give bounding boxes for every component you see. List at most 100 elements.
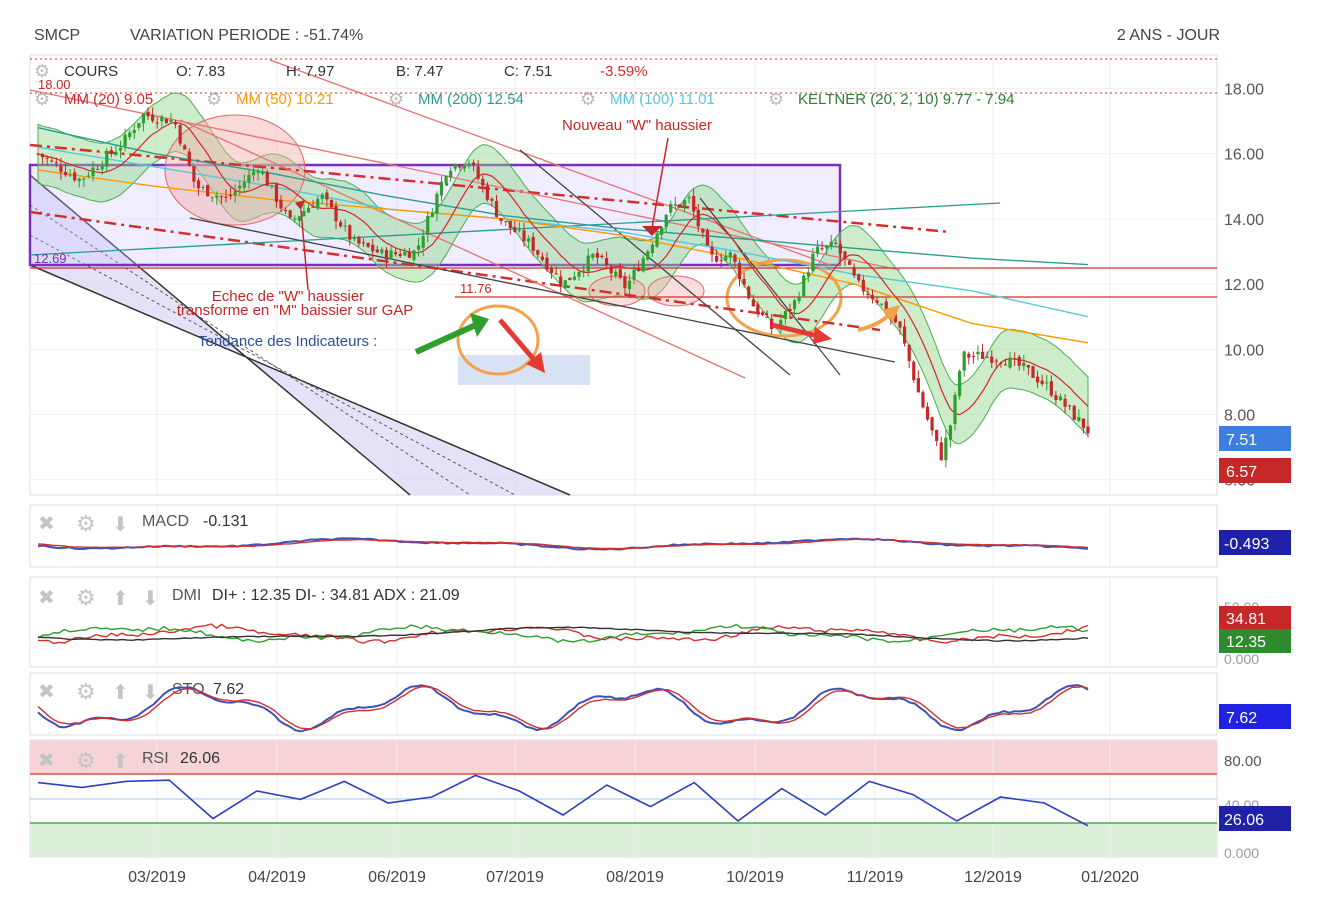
macd-value: -0.131 [203,513,248,530]
x-tick-label: 12/2019 [964,869,1022,886]
candle-body [366,242,370,247]
gear-icon[interactable]: ⚙ [76,511,96,536]
candle-body [719,259,723,261]
legend-change: -3.59% [600,63,648,80]
candle-body [91,167,95,177]
candle-body [682,199,687,206]
arrow-down-icon[interactable]: ⬇ [142,682,159,704]
gear-icon[interactable]: ⚙ [34,61,50,81]
candle-body [1035,376,1040,383]
candle-body [829,241,833,247]
candle-body [77,178,81,182]
x-tick-label: 10/2019 [726,869,784,886]
level-12-69: 12.69 [34,251,67,266]
candle-body [311,206,315,208]
candle-body [1072,405,1076,420]
candle-body [728,252,732,258]
last-price-badge [1219,426,1291,451]
candle-body [999,362,1003,364]
candle-body [545,257,549,270]
candle-body [137,123,141,128]
legend-mm100: MM (100) 11.01 [610,91,715,108]
candle-body [128,132,132,138]
candle-body [361,242,366,244]
mm100-line [37,146,1089,318]
y-tick-label: 12.00 [1224,277,1264,294]
candle-body [1086,426,1090,434]
candle-body [109,150,113,154]
candle-body [164,118,168,124]
candle-body [233,190,237,196]
candle-body [320,194,324,199]
candle-body [256,172,260,174]
candle-body [228,194,233,197]
candle-body [669,203,673,213]
gear-icon[interactable]: ⚙ [580,89,596,109]
arrow-down-icon[interactable]: ⬇ [112,514,129,536]
arrow-up-icon[interactable]: ⬆ [112,751,129,773]
candle-body [196,180,201,189]
gear-icon[interactable]: ⚙ [34,89,50,109]
candle-body [297,216,301,221]
gear-icon[interactable]: ⚙ [76,748,96,773]
candle-body [825,245,829,249]
candle-body [935,429,939,442]
candle-body [843,251,847,260]
candle-body [435,193,439,214]
candle-body [206,185,210,197]
candle-body [270,185,274,187]
candle-body [86,175,91,177]
candle-body [898,321,902,328]
candle-body [1063,398,1067,407]
candle-body [476,166,480,179]
arrow-up-icon[interactable]: ⬆ [112,682,129,704]
y-tick-label: 10.00 [1224,342,1264,359]
candle-body [939,442,943,461]
close-icon[interactable]: ✖ [38,750,55,772]
candle-body [582,270,586,272]
candle-body [715,255,719,262]
candle-body [352,237,356,240]
rsi-oversold-zone [30,823,1217,857]
candle-body [563,280,567,288]
candle-body [880,303,884,305]
legend-close: C: 7.51 [504,63,552,80]
close-icon[interactable]: ✖ [38,681,55,703]
candle-body [1049,381,1053,396]
annotation-echec-line1: Echec de "W" haussier [212,288,364,305]
close-icon[interactable]: ✖ [38,513,55,535]
arrow-up-icon[interactable]: ⬆ [112,588,129,610]
macd-badge [1219,530,1291,555]
candle-body [637,268,641,272]
gear-icon[interactable]: ⚙ [388,89,404,109]
candle-body [559,276,563,286]
gear-icon[interactable]: ⚙ [76,585,96,610]
gear-icon[interactable]: ⚙ [76,679,96,704]
candle-body [325,192,329,200]
close-icon[interactable]: ✖ [38,587,55,609]
x-tick-label: 11/2019 [847,869,904,886]
candle-body [247,174,251,183]
gear-icon[interactable]: ⚙ [768,89,784,109]
candle-body [536,250,540,255]
arrow-down-icon[interactable]: ⬇ [142,588,159,610]
candle-body [187,151,191,166]
last-price-value: 7.51 [1226,432,1257,449]
trend-channel [29,174,571,496]
candle-body [444,176,448,184]
candle-body [1026,365,1030,368]
candle-body [403,251,407,256]
y-tick-label: 16.00 [1224,147,1264,164]
candle-body [893,314,898,323]
candle-body [568,277,572,281]
rsi-axis-80: 80.00 [1224,753,1262,770]
gear-icon[interactable]: ⚙ [206,89,222,109]
candle-body [921,392,925,408]
legend-low: B: 7.47 [396,63,444,80]
candle-body [1022,362,1026,367]
candle-body [343,225,347,227]
candle-body [242,182,246,188]
candle-body [948,425,953,440]
candle-body [990,356,994,363]
candle-body [994,360,998,362]
